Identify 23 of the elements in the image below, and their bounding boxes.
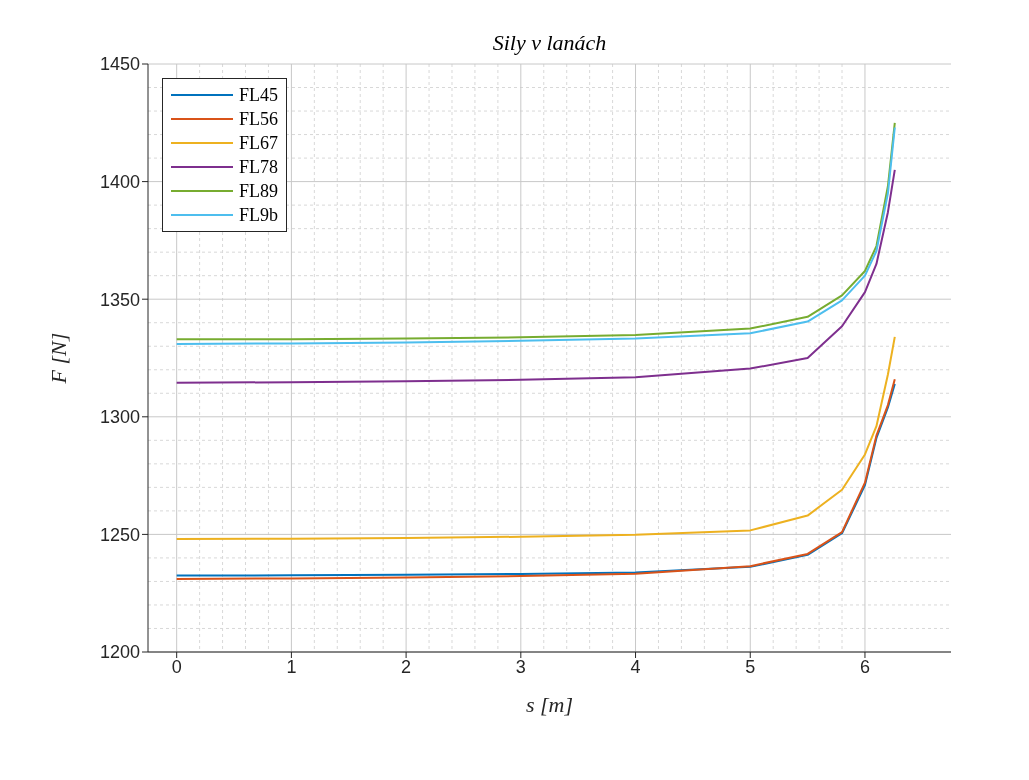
x-axis-title: s [m]	[525, 692, 574, 717]
legend-label: FL89	[239, 180, 279, 202]
legend-label: FL56	[239, 108, 279, 130]
y-tick-label: 1400	[99, 171, 140, 192]
legend-label: FL45	[239, 84, 279, 106]
y-tick-label: 1300	[99, 407, 140, 428]
y-tick-label: 1250	[99, 524, 140, 545]
legend-label: FL9b	[239, 204, 279, 226]
chart-title: Sily v lanách	[491, 30, 608, 56]
x-tick-label: 1	[286, 656, 297, 677]
x-tick-label: 4	[630, 656, 641, 677]
x-tick-label: 3	[515, 656, 526, 677]
y-tick-label: 1200	[99, 642, 140, 663]
line-series	[175, 335, 896, 541]
x-tick-label: 6	[859, 656, 870, 677]
y-tick-label: 1450	[99, 54, 140, 75]
x-tick-label: 0	[171, 656, 182, 677]
y-tick-label: 1350	[99, 289, 140, 310]
y-axis-title: F [N]	[45, 332, 71, 385]
legend-label: FL78	[239, 156, 279, 178]
x-tick-label: 2	[401, 656, 412, 677]
legend-label: FL67	[239, 132, 279, 154]
x-tick-label: 5	[745, 656, 756, 677]
